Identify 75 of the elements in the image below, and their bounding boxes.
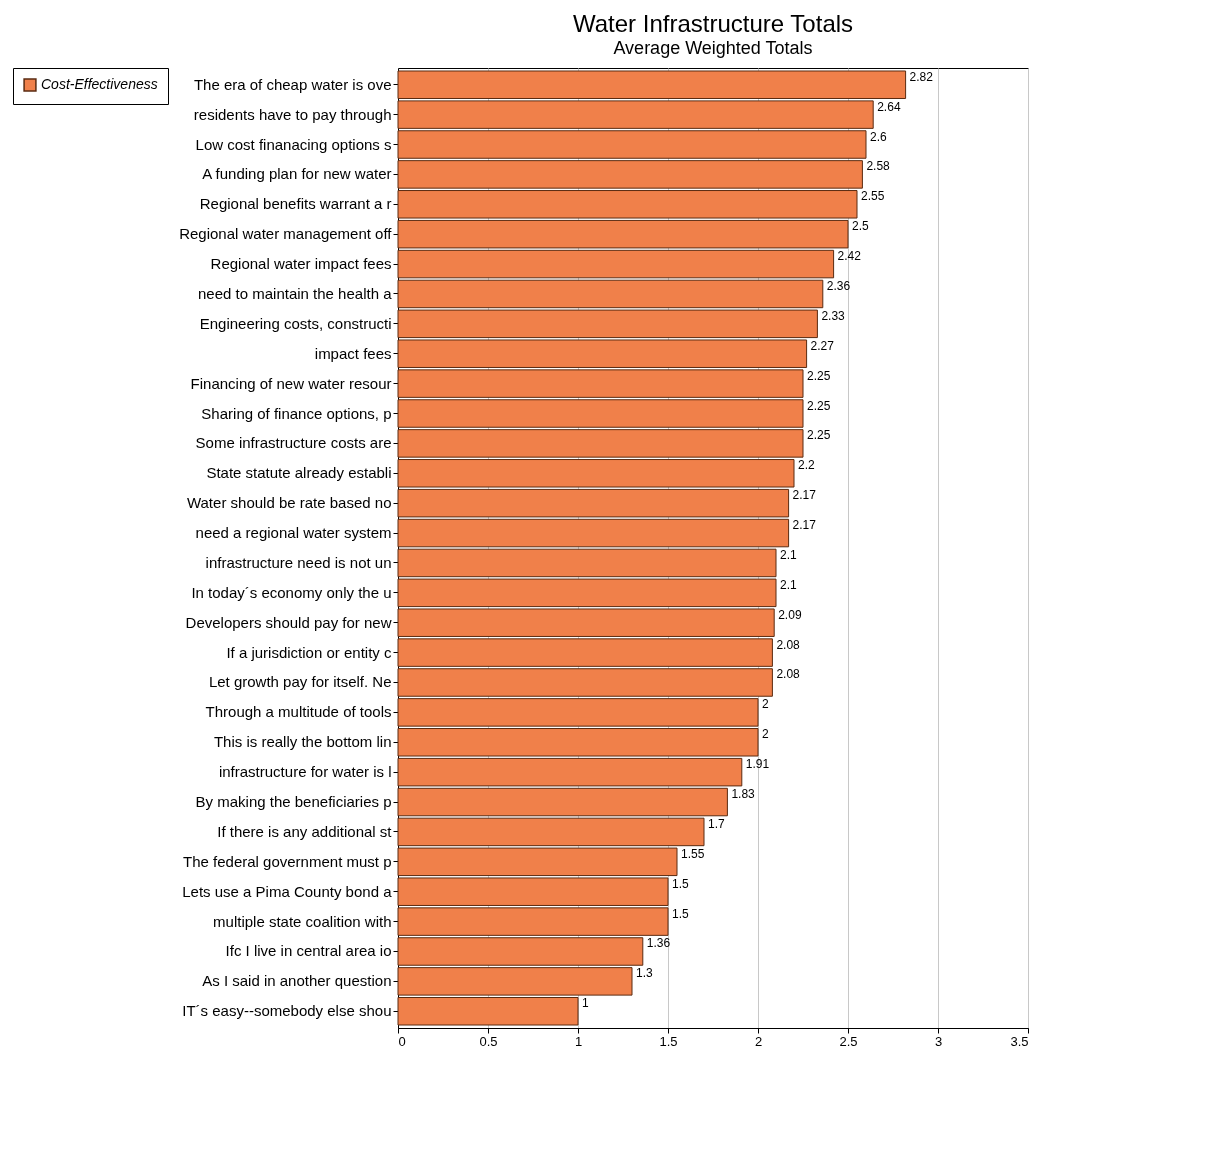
x-tick-label: 1 xyxy=(574,1033,583,1049)
x-tick-label: 3 xyxy=(934,1033,943,1049)
data-label: 2.55 xyxy=(861,189,885,204)
data-label: 2.27 xyxy=(810,338,835,353)
data-label: 1.5 xyxy=(672,906,690,921)
y-tick-label: As I said in another question xyxy=(202,972,392,990)
y-tick-label: Lets use a Pima County bond a xyxy=(182,882,393,900)
y-tick-label: A funding plan for new water xyxy=(202,165,392,183)
data-label: 1.36 xyxy=(646,936,671,951)
data-label: 2 xyxy=(762,727,769,742)
data-label: 2.25 xyxy=(807,428,831,443)
y-tick-label: impact fees xyxy=(314,344,392,362)
y-tick-label: infrastructure need is not un xyxy=(205,553,392,571)
data-label: 2.33 xyxy=(821,308,846,323)
data-label: 1.55 xyxy=(681,846,705,861)
data-label: 2.2 xyxy=(798,458,816,473)
y-tick-label: In today´s economy only the u xyxy=(191,583,392,601)
y-tick-label: Sharing of finance options, p xyxy=(201,404,392,422)
y-tick-label: multiple state coalition with xyxy=(213,912,392,930)
legend-label: Cost-Effectiveness xyxy=(41,76,158,92)
data-label: 2.6 xyxy=(870,129,888,144)
y-tick-label: Through a multitude of tools xyxy=(205,703,392,721)
data-label: 2.25 xyxy=(807,398,831,413)
y-tick-label: need to maintain the health a xyxy=(198,284,393,302)
y-tick-label: The federal government must p xyxy=(183,852,392,870)
x-tick-label: 2 xyxy=(754,1033,763,1049)
data-label: 2.42 xyxy=(837,249,862,264)
y-tick-label: Regional water impact fees xyxy=(210,255,392,273)
y-tick-label: Let growth pay for itself. Ne xyxy=(208,673,392,691)
y-tick-label: Engineering costs, constructi xyxy=(199,314,392,332)
y-tick-label: need a regional water system xyxy=(195,524,392,542)
data-label: 1.3 xyxy=(636,966,654,981)
y-tick-label: Water should be rate based no xyxy=(186,494,392,512)
data-label: 2.36 xyxy=(826,278,851,293)
data-label: 2.82 xyxy=(909,69,934,84)
data-label: 2.64 xyxy=(877,99,901,114)
y-tick-label: If there is any additional st xyxy=(217,822,393,840)
data-label: 2.5 xyxy=(852,219,870,234)
y-tick-label: The era of cheap water is ove xyxy=(193,75,392,93)
data-label: 1.7 xyxy=(708,816,726,831)
y-tick-label: Low cost finanacing options s xyxy=(195,135,392,153)
data-label: 1 xyxy=(582,996,589,1011)
data-label: 1.83 xyxy=(731,787,756,802)
y-tick-label: Financing of new water resour xyxy=(190,374,392,392)
data-label: 2.08 xyxy=(776,667,801,682)
data-label: 1.5 xyxy=(672,876,690,891)
y-tick-label: Ifc I live in central area io xyxy=(225,942,392,960)
x-tick-label: 0 xyxy=(398,1033,406,1049)
data-label: 2 xyxy=(762,697,769,712)
y-tick-label: Regional benefits warrant a r xyxy=(199,195,392,213)
y-tick-label: infrastructure for water is l xyxy=(218,763,392,781)
y-tick-label: Developers should pay for new xyxy=(185,613,392,631)
x-tick-label: 1.5 xyxy=(659,1033,678,1049)
data-label: 2.25 xyxy=(807,368,831,383)
y-tick-label: This is really the bottom lin xyxy=(213,733,392,751)
chart-subtitle: Average Weighted Totals xyxy=(613,37,813,58)
data-label: 1.91 xyxy=(745,757,770,772)
y-tick-label: State statute already establi xyxy=(206,464,392,482)
data-label: 2.09 xyxy=(778,607,802,622)
y-tick-label: Regional water management off xyxy=(179,225,393,243)
data-label: 2.1 xyxy=(780,547,798,562)
y-tick-label: If a jurisdiction or entity c xyxy=(226,643,392,661)
y-tick-label: residents have to pay through xyxy=(193,105,392,123)
data-label: 2.17 xyxy=(792,488,817,503)
data-label: 2.08 xyxy=(776,637,801,652)
y-tick-label: Some infrastructure costs are xyxy=(195,434,392,452)
x-tick-label: 3.5 xyxy=(1010,1033,1029,1049)
data-label: 2.58 xyxy=(866,159,891,174)
data-label: 2.17 xyxy=(792,518,817,533)
data-label: 2.1 xyxy=(780,577,798,592)
x-tick-label: 2.5 xyxy=(839,1033,858,1049)
x-tick-label: 0.5 xyxy=(479,1033,498,1049)
chart-title: Water Infrastructure Totals xyxy=(572,9,854,37)
y-tick-label: By making the beneficiaries p xyxy=(195,793,392,811)
y-tick-label: IT´s easy--somebody else shou xyxy=(182,1002,392,1020)
